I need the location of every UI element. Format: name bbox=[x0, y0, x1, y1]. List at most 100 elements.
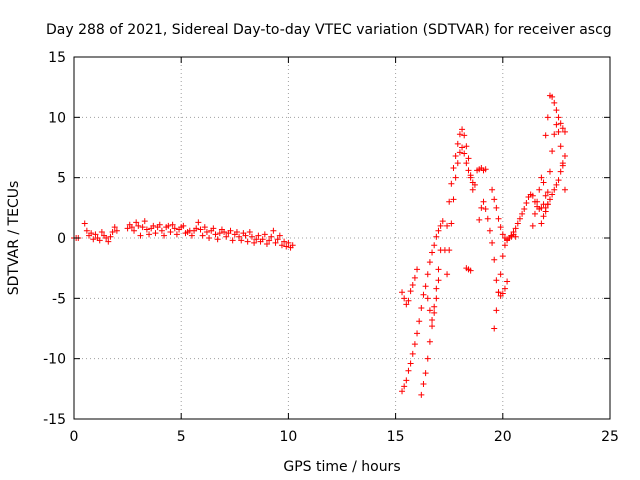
data-point bbox=[546, 196, 553, 203]
x-tick-label: 5 bbox=[177, 429, 186, 445]
y-tick-label: 0 bbox=[57, 231, 66, 247]
data-point bbox=[407, 360, 414, 367]
data-point bbox=[246, 228, 253, 235]
data-point bbox=[433, 295, 440, 302]
data-point bbox=[201, 224, 208, 231]
data-point bbox=[519, 210, 526, 217]
x-tick-label: 25 bbox=[601, 429, 619, 445]
data-point bbox=[135, 222, 142, 229]
y-tick-label: -15 bbox=[43, 412, 66, 428]
data-point bbox=[452, 152, 459, 159]
data-point bbox=[471, 181, 478, 188]
data-point bbox=[289, 242, 296, 249]
data-point bbox=[497, 224, 504, 231]
data-point bbox=[459, 126, 466, 133]
data-point bbox=[450, 165, 457, 172]
data-point bbox=[165, 222, 172, 229]
data-point bbox=[221, 228, 228, 235]
data-point bbox=[424, 355, 431, 362]
data-point bbox=[259, 236, 266, 243]
data-point bbox=[81, 220, 88, 227]
data-point bbox=[557, 168, 564, 175]
data-point bbox=[512, 233, 519, 240]
data-point bbox=[561, 128, 568, 135]
data-point bbox=[491, 196, 498, 203]
data-point bbox=[152, 230, 159, 237]
data-point bbox=[480, 198, 487, 205]
data-point bbox=[418, 391, 425, 398]
data-point bbox=[499, 231, 506, 238]
data-point bbox=[420, 291, 427, 298]
data-point bbox=[274, 236, 281, 243]
data-point bbox=[512, 225, 519, 232]
data-point bbox=[553, 121, 560, 128]
axis-ticks: 0 5 10 15 20 25 -15 -10 -5 0 5 10 15 bbox=[43, 50, 619, 445]
data-point bbox=[501, 285, 508, 292]
data-point bbox=[557, 143, 564, 150]
data-point bbox=[476, 216, 483, 223]
data-point bbox=[409, 282, 416, 289]
data-point bbox=[461, 150, 468, 157]
data-point bbox=[489, 239, 496, 246]
data-point bbox=[426, 338, 433, 345]
data-point bbox=[111, 224, 118, 231]
data-point bbox=[544, 114, 551, 121]
data-point bbox=[546, 168, 553, 175]
data-point bbox=[463, 160, 470, 167]
grid bbox=[74, 57, 610, 419]
data-points bbox=[71, 92, 568, 398]
data-point bbox=[493, 307, 500, 314]
data-point bbox=[399, 388, 406, 395]
data-point bbox=[426, 259, 433, 266]
data-point bbox=[418, 304, 425, 311]
data-point bbox=[559, 160, 566, 167]
data-point bbox=[401, 295, 408, 302]
data-point bbox=[83, 227, 90, 234]
data-point bbox=[482, 206, 489, 213]
data-point bbox=[143, 226, 150, 233]
data-point bbox=[446, 247, 453, 254]
data-point bbox=[504, 278, 511, 285]
data-point bbox=[150, 222, 157, 229]
data-point bbox=[551, 131, 558, 138]
data-point bbox=[456, 131, 463, 138]
data-point bbox=[403, 377, 410, 384]
data-point bbox=[268, 233, 275, 240]
data-point bbox=[484, 215, 491, 222]
data-point bbox=[482, 166, 489, 173]
data-point bbox=[495, 215, 502, 222]
data-point bbox=[555, 177, 562, 184]
data-point bbox=[109, 228, 116, 235]
data-point bbox=[516, 215, 523, 222]
data-point bbox=[561, 186, 568, 193]
data-point bbox=[422, 370, 429, 377]
data-point bbox=[281, 238, 288, 245]
data-point bbox=[173, 231, 180, 238]
data-point bbox=[229, 237, 236, 244]
data-point bbox=[422, 283, 429, 290]
data-point bbox=[431, 242, 438, 249]
data-point bbox=[203, 228, 210, 235]
data-point bbox=[491, 256, 498, 263]
data-point bbox=[497, 271, 504, 278]
data-point bbox=[403, 301, 410, 308]
data-point bbox=[233, 228, 240, 235]
data-point bbox=[197, 226, 204, 233]
data-point bbox=[180, 222, 187, 229]
data-point bbox=[435, 277, 442, 284]
data-point bbox=[551, 99, 558, 106]
data-point bbox=[195, 219, 202, 226]
data-point bbox=[542, 132, 549, 139]
data-point bbox=[465, 155, 472, 162]
data-point bbox=[454, 140, 461, 147]
data-point bbox=[96, 237, 103, 244]
data-point bbox=[433, 233, 440, 240]
data-point bbox=[465, 167, 472, 174]
data-point bbox=[446, 198, 453, 205]
data-point bbox=[493, 204, 500, 211]
data-point bbox=[251, 239, 258, 246]
data-point bbox=[454, 160, 461, 167]
data-point bbox=[401, 383, 408, 390]
data-point bbox=[405, 297, 412, 304]
data-point bbox=[424, 295, 431, 302]
